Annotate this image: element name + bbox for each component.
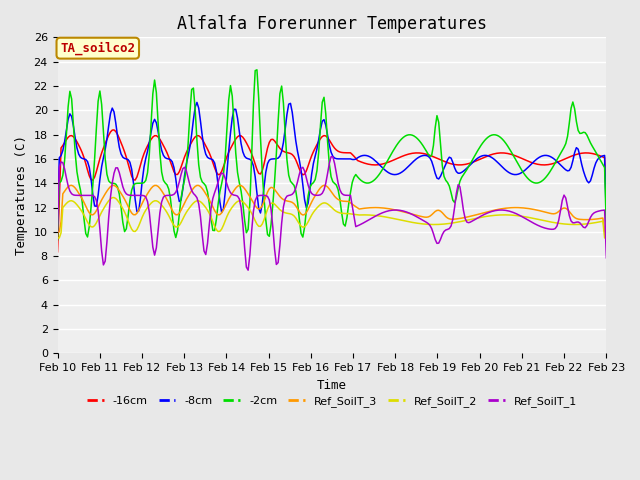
Title: Alfalfa Forerunner Temperatures: Alfalfa Forerunner Temperatures — [177, 15, 487, 33]
Y-axis label: Temperatures (C): Temperatures (C) — [15, 135, 28, 255]
X-axis label: Time: Time — [317, 379, 347, 392]
Text: TA_soilco2: TA_soilco2 — [60, 41, 135, 55]
Legend: -16cm, -8cm, -2cm, Ref_SoilT_3, Ref_SoilT_2, Ref_SoilT_1: -16cm, -8cm, -2cm, Ref_SoilT_3, Ref_Soil… — [83, 391, 581, 411]
